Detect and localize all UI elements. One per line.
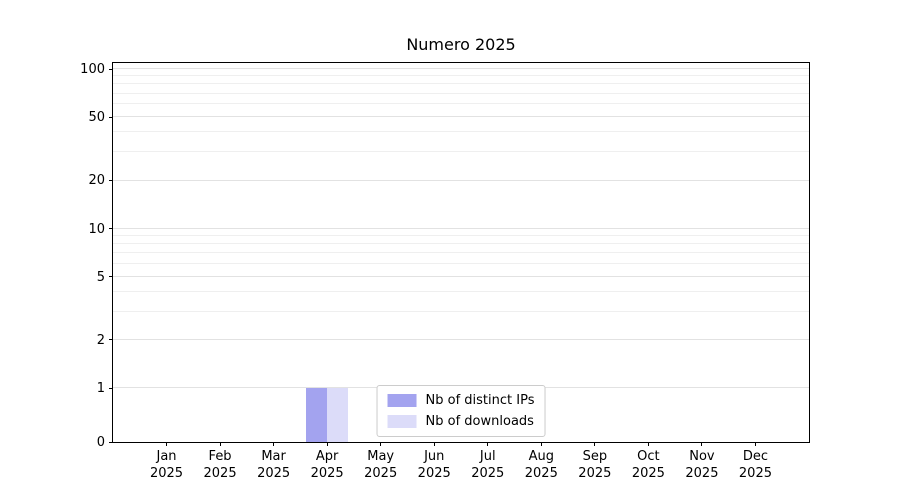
y-tick-label: 100 xyxy=(80,62,105,77)
major-gridline xyxy=(113,339,809,340)
x-tick-mark xyxy=(433,442,435,446)
legend-item-downloads: Nb of downloads xyxy=(387,414,535,429)
y-tick-mark xyxy=(109,68,113,70)
x-tick-month: Dec xyxy=(742,449,769,464)
x-tick-label: Jul 2025 xyxy=(456,449,520,483)
minor-gridline xyxy=(113,92,809,94)
x-tick-mark xyxy=(326,442,328,446)
major-gridline xyxy=(113,68,809,69)
minor-gridline xyxy=(113,262,809,264)
x-tick-mark xyxy=(219,442,221,446)
x-tick-label: Apr 2025 xyxy=(295,449,359,483)
x-tick-label: Oct 2025 xyxy=(616,449,680,483)
y-tick-label: 20 xyxy=(88,173,105,189)
minor-gridline xyxy=(113,103,809,105)
x-tick-month: Oct xyxy=(637,449,660,464)
plot-area: Nb of distinct IPs Nb of downloads 0 1 2 5 1… xyxy=(80,62,810,481)
y-tick-label: 0 xyxy=(96,435,105,450)
minor-gridline xyxy=(113,75,809,77)
y-tick-label: 5 xyxy=(96,269,105,285)
y-tick-mark xyxy=(109,339,113,341)
x-tick-month: Apr xyxy=(315,449,339,464)
x-tick-label: Jun 2025 xyxy=(402,449,466,483)
x-tick-label: Dec 2025 xyxy=(723,449,787,483)
x-tick-month: Jul xyxy=(479,449,496,464)
legend-item-distinct-ips: Nb of distinct IPs xyxy=(387,393,535,408)
major-gridline xyxy=(113,275,809,277)
x-tick-label: May 2025 xyxy=(349,449,413,483)
x-tick-year: 2025 xyxy=(364,465,398,481)
y-tick-mark xyxy=(109,276,113,277)
y-tick-mark xyxy=(109,116,113,118)
x-tick-mark xyxy=(487,442,489,446)
y-tick-label: 50 xyxy=(88,110,105,125)
x-tick-label: Jan 2025 xyxy=(135,449,199,483)
x-tick-month: Nov xyxy=(689,449,715,464)
minor-gridline xyxy=(113,242,809,244)
x-tick-month: Sep xyxy=(582,449,608,464)
legend-swatch-distinct-ips xyxy=(387,394,417,407)
x-tick-label: Aug 2025 xyxy=(509,449,573,483)
y-tick-mark xyxy=(109,387,113,389)
x-tick-mark xyxy=(594,442,596,446)
bar-nb-of-distinct-ips-apr xyxy=(306,388,328,442)
legend-label-downloads: Nb of downloads xyxy=(425,414,534,429)
x-tick-mark xyxy=(754,442,756,446)
x-tick-mark xyxy=(166,442,168,446)
y-tick-mark xyxy=(109,441,113,443)
minor-gridline xyxy=(113,290,809,292)
y-tick-label: 10 xyxy=(88,221,105,237)
x-tick-label: Mar 2025 xyxy=(242,449,306,483)
legend-label-distinct-ips: Nb of distinct IPs xyxy=(425,393,535,408)
x-tick-month: Feb xyxy=(208,449,232,464)
x-tick-label: Feb 2025 xyxy=(188,449,252,483)
x-tick-month: Jun xyxy=(424,449,445,464)
major-gridline xyxy=(113,227,809,229)
x-tick-month: Jan xyxy=(156,449,177,464)
x-tick-mark xyxy=(647,442,649,446)
x-tick-year: 2025 xyxy=(631,465,665,481)
chart-title: Numero 2025 xyxy=(406,35,516,54)
x-tick-month: Mar xyxy=(261,449,286,464)
x-tick-year: 2025 xyxy=(685,465,719,481)
x-tick-mark xyxy=(701,442,703,446)
y-tick-label: 1 xyxy=(96,381,105,396)
x-tick-year: 2025 xyxy=(738,465,772,481)
x-tick-label: Nov 2025 xyxy=(670,449,734,483)
x-tick-year: 2025 xyxy=(310,465,344,481)
minor-gridline xyxy=(113,131,809,133)
y-tick-label: 2 xyxy=(96,332,105,348)
y-tick-mark xyxy=(109,179,113,181)
x-tick-mark xyxy=(380,442,382,446)
x-tick-mark xyxy=(273,442,275,446)
x-tick-mark xyxy=(540,442,542,446)
legend-swatch-downloads xyxy=(387,415,417,428)
x-tick-year: 2025 xyxy=(417,465,451,481)
y-tick-mark xyxy=(109,228,113,229)
x-tick-year: 2025 xyxy=(524,465,558,481)
x-tick-year: 2025 xyxy=(257,465,291,481)
x-tick-year: 2025 xyxy=(471,465,505,481)
major-gridline xyxy=(113,116,809,118)
major-gridline xyxy=(113,179,809,181)
x-tick-year: 2025 xyxy=(149,465,184,481)
bar-nb-of-downloads-apr xyxy=(327,388,349,442)
x-tick-month: May xyxy=(367,449,395,464)
minor-gridline xyxy=(113,310,809,312)
minor-gridline xyxy=(113,83,809,85)
x-tick-month: Aug xyxy=(528,449,554,464)
minor-gridline xyxy=(113,252,809,254)
x-tick-year: 2025 xyxy=(203,465,237,481)
x-tick-year: 2025 xyxy=(578,465,612,481)
minor-gridline xyxy=(113,151,809,153)
legend: Nb of distinct IPs Nb of downloads xyxy=(376,385,546,437)
x-tick-label: Sep 2025 xyxy=(563,449,627,483)
minor-gridline xyxy=(113,234,809,236)
